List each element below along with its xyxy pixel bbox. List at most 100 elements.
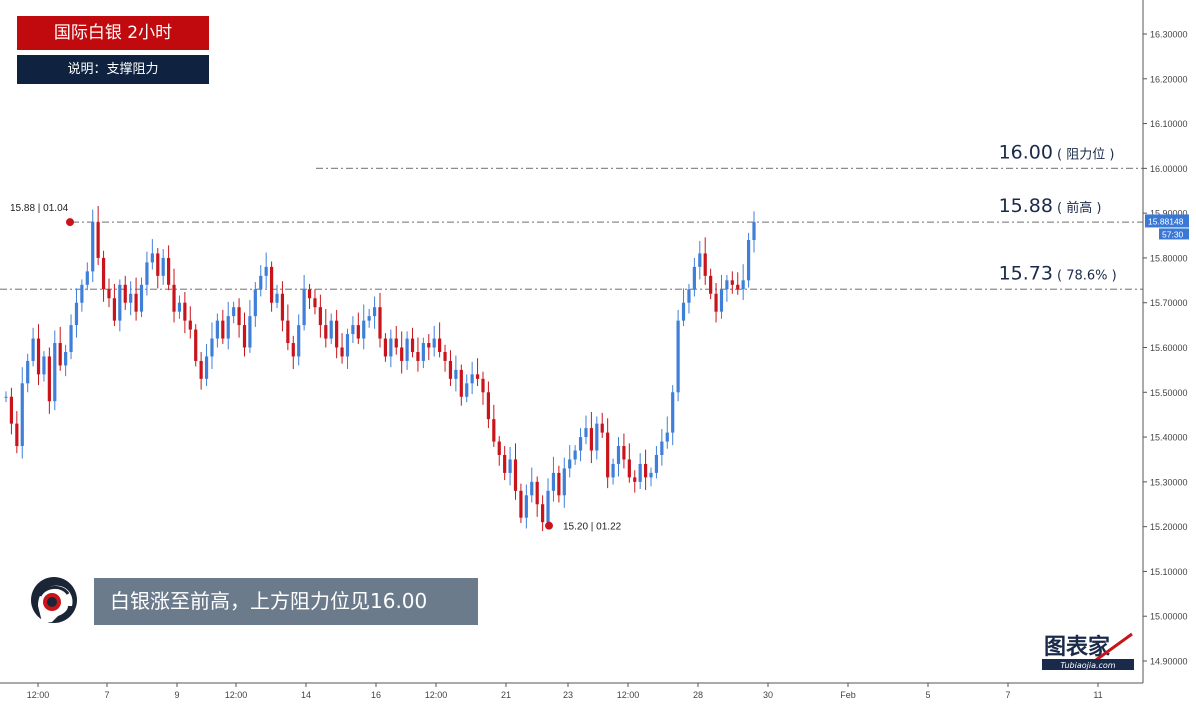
- candle-body: [383, 338, 388, 357]
- candle-body: [378, 307, 382, 339]
- candle-body: [188, 320, 192, 330]
- candle-body: [362, 320, 366, 339]
- price-tick-label: 14.90000: [1150, 657, 1188, 667]
- level-note-label: ( 前高 ): [1057, 200, 1101, 216]
- countdown-value: 57:30: [1162, 229, 1184, 239]
- analysis-caption: 白银涨至前高，上方阻力位见16.00: [94, 578, 478, 625]
- price-tick-label: 16.20000: [1150, 74, 1188, 84]
- candle-body: [541, 504, 545, 523]
- candle-body: [248, 316, 252, 348]
- price-tick-label: 15.20000: [1150, 522, 1188, 532]
- candle-body: [622, 446, 626, 460]
- price-tick-label: 15.30000: [1150, 477, 1188, 487]
- candle-body: [340, 347, 344, 357]
- candle-body: [118, 284, 122, 321]
- level-value-label: 15.73: [999, 262, 1053, 284]
- candle-body: [324, 325, 328, 339]
- level-lines: 16.00 ( 阻力位 ) 15.88( 前高 ) 15.73 ( 78.6% ): [0, 141, 1143, 290]
- candle-body: [318, 307, 322, 326]
- candle-body: [557, 472, 561, 496]
- candle-body: [307, 289, 312, 299]
- countdown-box: [1159, 228, 1189, 240]
- time-tick-label: 9: [174, 690, 179, 700]
- candle-body: [611, 463, 615, 478]
- candle-body: [589, 428, 593, 451]
- high-marker-dot: [66, 218, 74, 227]
- candle-body: [698, 253, 702, 267]
- candle-body: [291, 343, 295, 357]
- candle-body: [703, 253, 707, 276]
- candle-body: [183, 302, 187, 321]
- candle-body: [671, 392, 675, 433]
- candle-body: [275, 293, 279, 303]
- candle-body: [513, 459, 518, 491]
- time-tick-label: 12:00: [27, 690, 50, 700]
- candle-body: [719, 289, 724, 312]
- candle-body: [215, 320, 219, 339]
- candle-body: [26, 360, 30, 384]
- candle-body: [486, 392, 491, 420]
- candle-body: [286, 320, 290, 344]
- candle-body: [167, 257, 171, 285]
- time-tick-label: 21: [501, 690, 511, 700]
- candle-body: [367, 316, 371, 321]
- candle-body: [31, 338, 35, 361]
- candle-body: [329, 320, 333, 339]
- low-marker-dot: [545, 521, 553, 530]
- candle-body: [242, 325, 247, 348]
- candle-body: [20, 383, 24, 447]
- time-tick-label: 12:00: [425, 690, 448, 700]
- time-tick-label: 14: [301, 690, 311, 700]
- candle-body: [53, 343, 57, 402]
- candle-body: [443, 351, 447, 361]
- time-tick-label: 7: [1005, 690, 1010, 700]
- time-tick-label: 5: [925, 690, 930, 700]
- candle-body: [736, 284, 740, 290]
- low-marker-label: 15.20 | 01.22: [563, 522, 622, 533]
- candle-body: [269, 266, 274, 303]
- candle-body: [741, 280, 745, 290]
- candle-body: [752, 222, 756, 241]
- candle-body: [42, 356, 46, 375]
- price-tick-label: 15.10000: [1150, 567, 1188, 577]
- candle-body: [204, 356, 209, 379]
- level-value-label: 16.00: [999, 141, 1053, 163]
- candle-body: [112, 298, 117, 321]
- candle-body: [421, 343, 425, 361]
- candle-body: [259, 275, 263, 290]
- candle-body: [470, 374, 474, 384]
- candle-body: [4, 396, 8, 398]
- candle-body: [134, 293, 138, 312]
- candle-body: [280, 293, 285, 321]
- candle-body: [606, 432, 610, 478]
- candle-body: [58, 343, 62, 366]
- candle-body: [448, 360, 453, 379]
- extreme-markers: 15.88 | 01.04 15.20 | 01.22: [10, 203, 622, 533]
- candle-body: [530, 481, 534, 496]
- price-tick-label: 16.00000: [1150, 164, 1188, 174]
- analyst-avatar-icon: [31, 577, 77, 623]
- current-price-tag: 15.88148 57:30: [1145, 214, 1189, 240]
- price-tick-label: 16.30000: [1150, 30, 1188, 40]
- candle-body: [389, 338, 393, 357]
- candle-body: [746, 240, 751, 281]
- candle-body: [400, 347, 404, 361]
- candle-body: [438, 338, 442, 352]
- candle-body: [568, 459, 572, 469]
- candle-body: [372, 307, 377, 317]
- level-value-label: 15.88: [999, 195, 1053, 217]
- candle-body: [578, 437, 583, 451]
- candle-body: [573, 450, 577, 460]
- time-tick-label: 7: [104, 690, 109, 700]
- time-tick-label: 23: [563, 690, 573, 700]
- candle-body: [335, 320, 339, 348]
- price-tick-label: 15.60000: [1150, 343, 1188, 353]
- candle-body: [649, 472, 653, 478]
- price-tick-label: 15.70000: [1150, 298, 1188, 308]
- candle-body: [546, 490, 550, 523]
- candle-body: [194, 329, 198, 361]
- candle-body: [313, 298, 317, 308]
- candle-body: [562, 468, 566, 496]
- chart-subtitle: 说明：支撑阻力: [17, 55, 209, 84]
- candle-body: [519, 490, 523, 518]
